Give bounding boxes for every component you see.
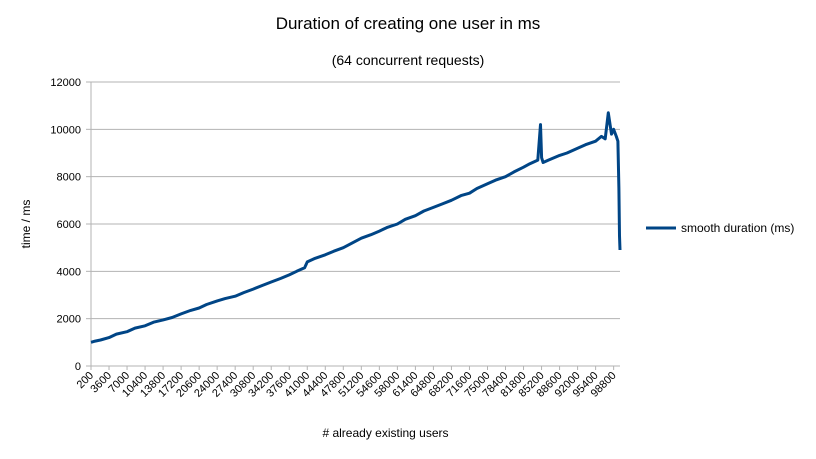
x-tick-labels: 2003600700010400138001720020600240002740…: [75, 366, 619, 400]
series-line-0: [90, 111, 622, 344]
y-tick-label: 8000: [57, 172, 81, 184]
y-tick-label: 2000: [57, 314, 81, 326]
legend: smooth duration (ms): [646, 221, 794, 235]
y-tick-labels: 0 2000 4000 6000 8000 10000 12000: [50, 77, 91, 373]
y-tick-label: 6000: [57, 219, 81, 231]
y-tick-label: 4000: [57, 266, 81, 278]
y-tick-label: 0: [75, 361, 81, 373]
legend-label: smooth duration (ms): [681, 221, 794, 235]
series-lines: [90, 111, 622, 344]
y-tick-label: 12000: [50, 77, 81, 89]
y-tick-label: 10000: [50, 124, 81, 136]
grid-lines: [91, 81, 620, 320]
chart-title: Duration of creating one user in ms: [275, 14, 541, 33]
y-axis-label: time / ms: [19, 200, 33, 249]
x-axis-label: # already existing users: [322, 426, 448, 440]
chart-subtitle: (64 concurrent requests): [331, 52, 485, 68]
